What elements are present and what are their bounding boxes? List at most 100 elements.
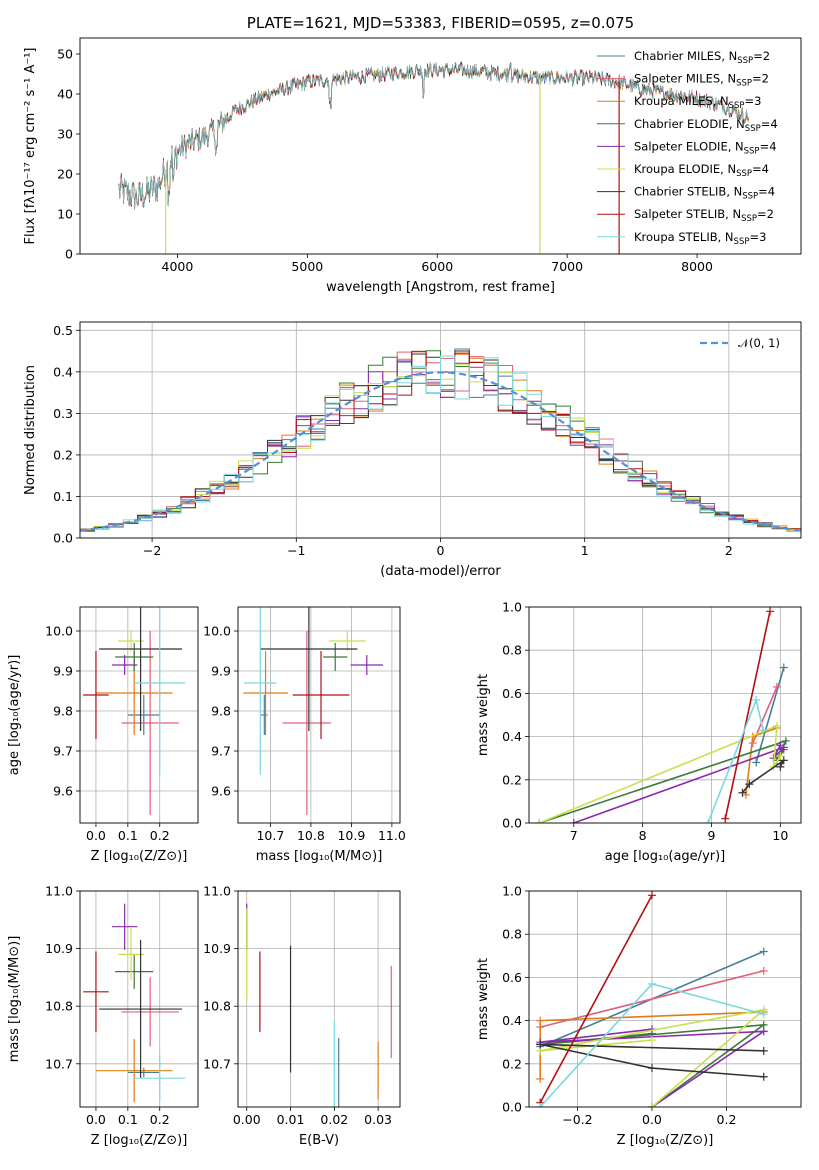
- weight-vs-Z-ytick-label: 0.4: [502, 1013, 522, 1028]
- weight-vs-age-ytick-label: 0.8: [502, 643, 522, 658]
- mass-vs-Z-ytick-label: 11.0: [45, 884, 73, 899]
- residual-histogram-frame: [79, 321, 802, 539]
- weight-vs-age-series-kroupa-elodie-marker: [535, 819, 544, 823]
- mass-vs-Z-frame: [79, 890, 199, 1108]
- histogram-legend-label: 𝒩(0, 1): [738, 336, 780, 350]
- age-vs-mass-frame: [237, 606, 401, 824]
- weight-vs-Z-series-kroupa-elodie-marker: [647, 1036, 656, 1045]
- spectrum-xtick-label: 7000: [551, 259, 583, 274]
- legend-entry: Salpeter STELIB, NSSP=2: [634, 207, 774, 224]
- weight-vs-Z-series-chabrier-stelib-marker: [647, 1064, 656, 1073]
- age-vs-Z-ylabel: age [log₁₀(age/yr)]: [7, 655, 22, 776]
- residual-histogram-xtick-label: 2: [725, 543, 733, 558]
- age-vs-mass-xtick-label: 10.8: [297, 828, 325, 843]
- spectrum-legend: Chabrier MILES, NSSP=2 Salpeter MILES, NS…: [597, 49, 778, 247]
- legend-entry: Salpeter ELODIE, NSSP=4: [634, 139, 777, 156]
- weight-vs-Z-ylabel: mass weight: [476, 958, 491, 1040]
- age-vs-Z-xtick-label: 0.1: [118, 828, 138, 843]
- age-vs-Z-ytick-label: 10.0: [45, 624, 73, 639]
- legend-entry: Chabrier STELIB, NSSP=4: [634, 185, 775, 202]
- weight-vs-age-series-kroupa-elodie: [538, 724, 781, 823]
- age-vs-mass-ytick-label: 9.9: [211, 664, 231, 679]
- weight-vs-age-series-chabrier-stelib-marker: [745, 780, 754, 789]
- weight-vs-age-xtick-label: 8: [639, 828, 647, 843]
- residual-histogram-xlabel: (data-model)/error: [380, 564, 501, 579]
- weight-vs-Z-series-chabrier-miles-marker: [759, 947, 768, 956]
- spectrum-ytick-label: 10: [57, 207, 73, 222]
- weight-vs-age-ytick-label: 0.2: [502, 772, 522, 787]
- mass-vs-ebv-ytick-label: 10.8: [203, 999, 231, 1014]
- weight-vs-Z-xtick-label: −0.2: [562, 1112, 592, 1127]
- residual-histogram-ytick-label: 0.0: [53, 531, 73, 546]
- weight-vs-Z-panel: −0.2 0.0 0.2 0.0 0.2 0.4 0.6 0.8 1.0 Z [log₁₀(Z/Z…: [476, 884, 802, 1148]
- weight-vs-age-series-salpeter-elodie-marker: [569, 819, 578, 823]
- spectrum-title: PLATE=1621, MJD=53383, FIBERID=0595, z=0…: [247, 14, 634, 32]
- weight-vs-Z-series-kroupa-miles-marker: [536, 1016, 545, 1025]
- weight-vs-Z-series-chabrier-stelib-marker: [759, 1072, 768, 1081]
- residual-histogram-xtick-label: −2: [143, 543, 161, 558]
- weight-vs-age-series-chabrier-stelib-marker: [776, 762, 785, 771]
- residual-histogram-ytick-label: 0.4: [53, 364, 73, 379]
- weight-vs-Z-series-chabrier-stelib-marker: [759, 1046, 768, 1055]
- weight-vs-Z-series-salpeter-miles-marker: [759, 966, 768, 975]
- weight-vs-Z-frame: [528, 890, 802, 1108]
- weight-vs-age-ytick-label: 0.6: [502, 686, 522, 701]
- spectrum-xtick-label: 4000: [162, 259, 194, 274]
- mass-vs-Z-panel: 0.0 0.1 0.2 10.7 10.8 10.9 11.0 Z [log₁₀(Z/Z⊙)]…: [7, 884, 199, 1148]
- weight-vs-age-series-chabrier-stelib-marker: [779, 756, 788, 765]
- spectrum-panel: 4000 5000 6000 7000 8000 0 10 20 30 40 50 wavelengt…: [23, 37, 802, 295]
- legend-entry: Kroupa MILES, NSSP=3: [634, 94, 761, 111]
- age-vs-mass-plot-area: [243, 607, 383, 815]
- legend-entry: Chabrier MILES, NSSP=2: [634, 49, 770, 66]
- weight-vs-Z-ytick-label: 0.0: [502, 1100, 522, 1115]
- weight-vs-age-ytick-label: 1.0: [502, 600, 522, 615]
- weight-vs-Z-series-kroupa-stelib-marker: [647, 979, 656, 988]
- spectrum-plot-area: [118, 60, 750, 254]
- age-vs-mass-ytick-label: 10.0: [203, 624, 231, 639]
- spectrum-ylabel: Flux [fλ10⁻¹⁷ erg cm⁻² s⁻¹ A⁻¹]: [23, 48, 38, 245]
- mass-vs-ebv-xtick-label: 0.02: [320, 1112, 348, 1127]
- spectrum-ytick-label: 0: [65, 247, 73, 262]
- mass-vs-ebv-plot-area: [246, 903, 392, 1107]
- age-vs-mass-xtick-label: 10.9: [337, 828, 365, 843]
- legend-entry: Chabrier ELODIE, NSSP=4: [634, 117, 778, 134]
- weight-vs-age-series-salpeter-stelib-marker: [766, 607, 775, 616]
- weight-vs-age-xtick-label: 9: [708, 828, 716, 843]
- weight-vs-age-panel: 7 8 9 10 0.0 0.2 0.4 0.6 0.8 1.0 age [log₁₀(age/yr…: [476, 600, 802, 864]
- weight-vs-Z-series-salpeter-stelib: [539, 894, 653, 1104]
- weight-vs-Z-series-kroupa-stelib-marker: [536, 1103, 545, 1107]
- residual-histogram-xtick-label: 1: [581, 543, 589, 558]
- weight-vs-age-series-kroupa-miles: [745, 727, 778, 795]
- mass-vs-Z-ylabel: mass [log₁₀(M/M⊙)]: [7, 936, 22, 1063]
- mass-vs-ebv-ytick-label: 10.9: [203, 941, 231, 956]
- residual-histogram-ylabel: Normed distribution: [23, 365, 38, 495]
- residual-histogram-xtick-label: −1: [287, 543, 305, 558]
- age-vs-Z-plot-area: [83, 607, 186, 815]
- weight-vs-age-series-chabrier-elodie-marker: [781, 736, 790, 745]
- weight-vs-age-series-salpeter-stelib: [724, 611, 771, 819]
- weight-vs-age-series-kroupa-stelib: [707, 697, 764, 823]
- legend-entry: Kroupa STELIB, NSSP=3: [634, 230, 766, 247]
- mass-vs-ebv-frame: [237, 890, 401, 1108]
- weight-vs-Z-series-kroupa-miles-marker: [536, 1074, 545, 1083]
- spectrum-ytick-label: 50: [57, 47, 73, 62]
- mass-vs-Z-xlabel: Z [log₁₀(Z/Z⊙)]: [91, 1133, 188, 1148]
- age-vs-Z-panel: 0.0 0.1 0.2 9.6 9.7 9.8 9.9 10.0 Z [log₁₀(Z/Z⊙)]…: [7, 606, 199, 864]
- residual-histogram-ytick-label: 0.5: [53, 323, 73, 338]
- residual-histogram-panel: −2 −1 0 1 2 0.0 0.1 0.2 0.3 0.4 0.5 (data-model)/er…: [23, 321, 802, 579]
- weight-vs-age-series-chabrier-stelib-marker: [738, 788, 747, 797]
- age-vs-Z-ytick-label: 9.7: [53, 744, 73, 759]
- histogram-series-kroupa-stelib: [80, 355, 801, 531]
- weight-vs-Z-series-salpeter-miles: [540, 970, 764, 1028]
- mass-vs-Z-xtick-label: 0.1: [118, 1112, 138, 1127]
- legend-entry: Salpeter MILES, NSSP=2: [634, 72, 769, 89]
- weight-vs-age-series-chabrier-miles-marker: [779, 663, 788, 672]
- weight-vs-age-series-salpeter-stelib-marker: [721, 814, 730, 823]
- mass-vs-ebv-xtick-label: 0.01: [277, 1112, 305, 1127]
- spectrum-series-kroupa-stelib: [118, 62, 749, 210]
- spectrum-xtick-label: 5000: [291, 259, 323, 274]
- weight-vs-Z-ytick-label: 0.2: [502, 1056, 522, 1071]
- mass-vs-Z-plot-area: [83, 903, 186, 1103]
- residual-histogram-ytick-label: 0.2: [53, 447, 73, 462]
